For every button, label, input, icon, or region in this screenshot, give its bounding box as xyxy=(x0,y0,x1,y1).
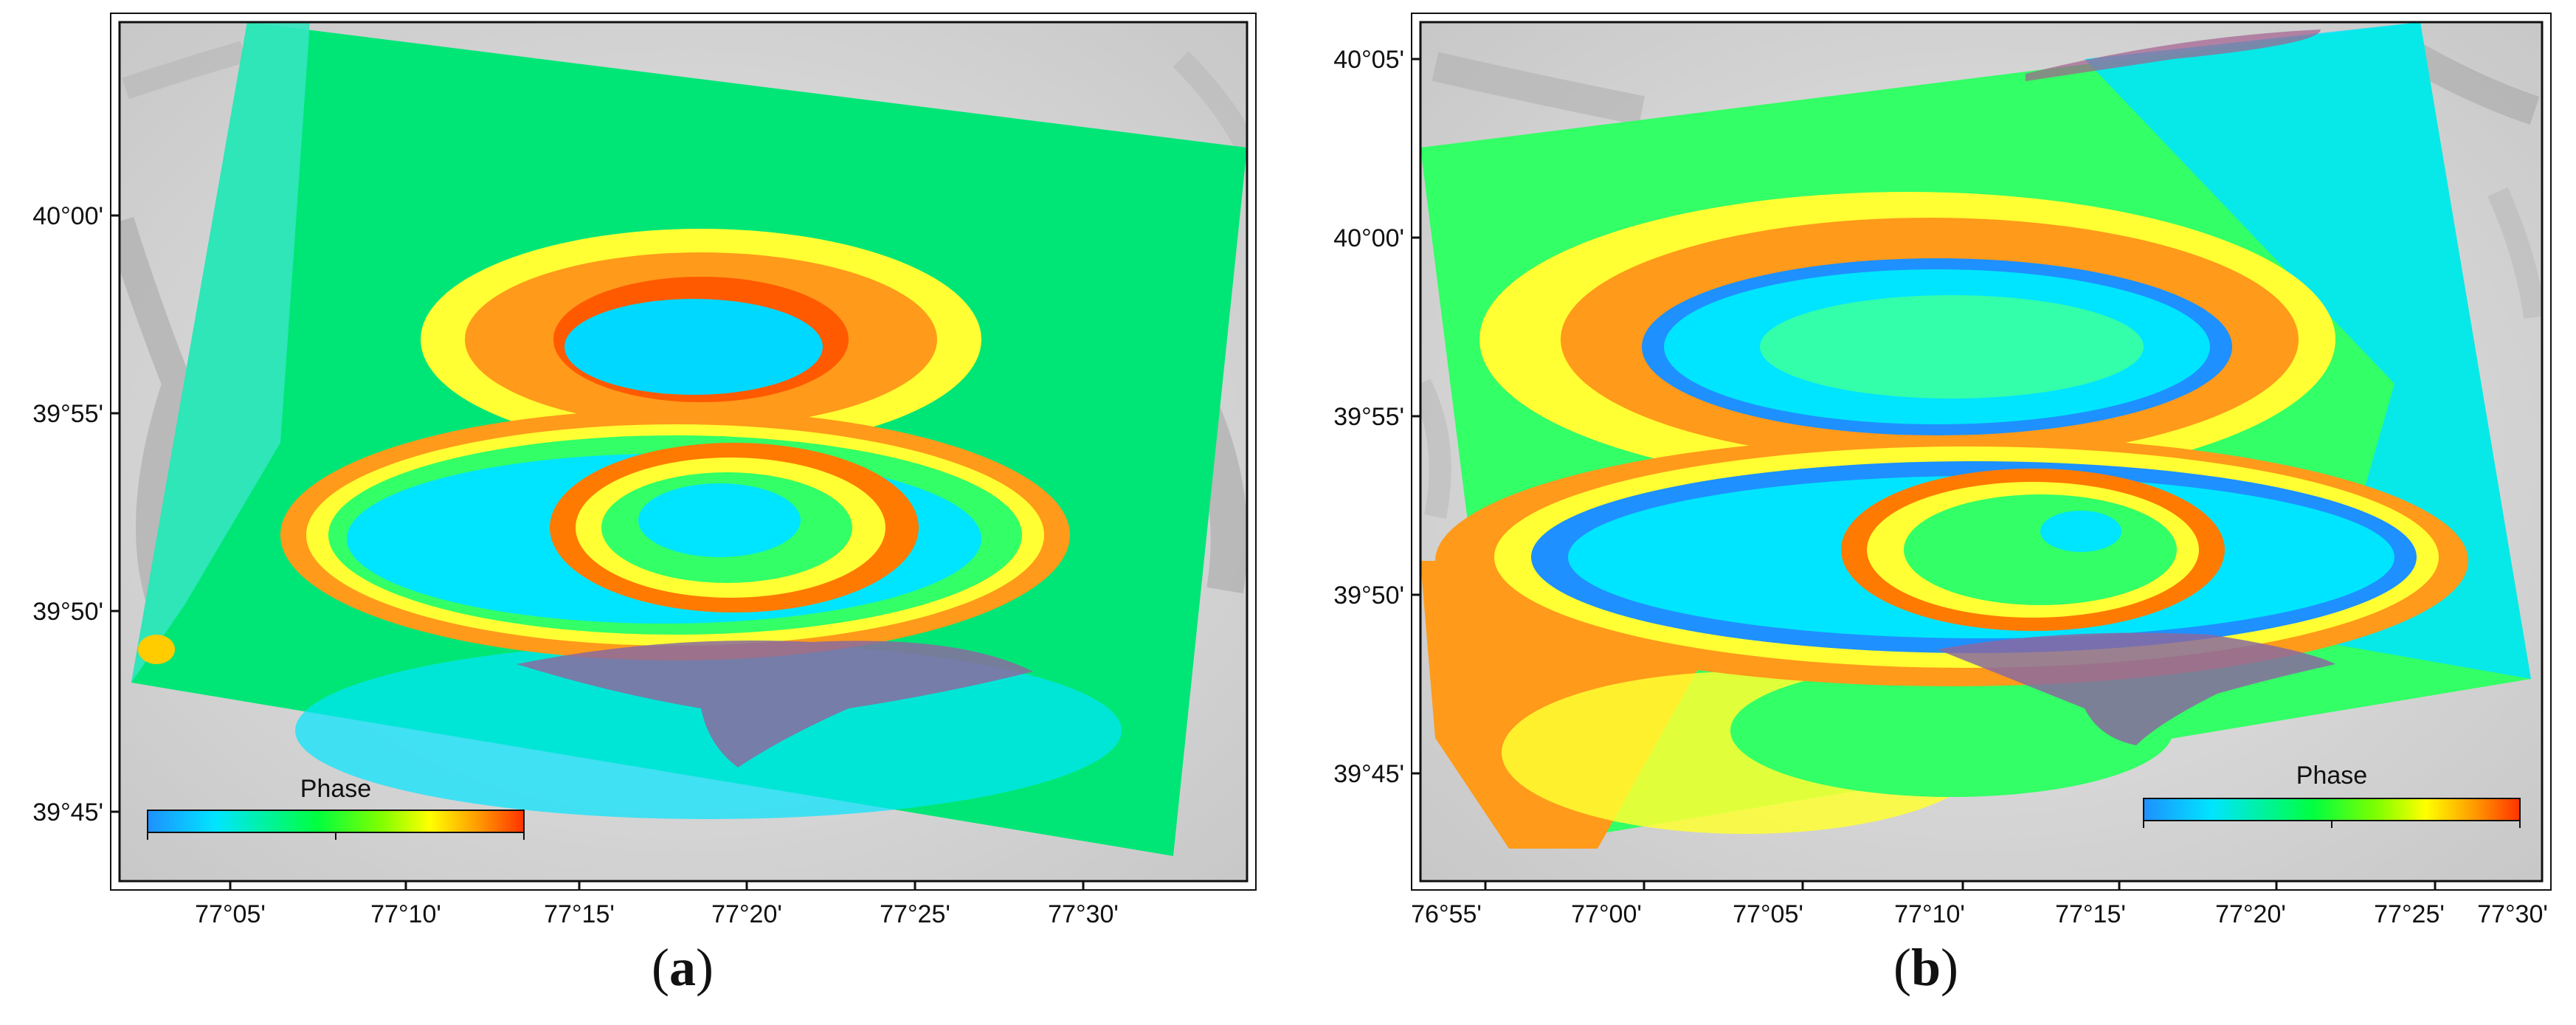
panel-caption-a: (a) xyxy=(652,938,714,997)
x-tick-label: 77°00' xyxy=(1571,900,1642,928)
map-frame xyxy=(1419,21,2544,883)
x-axis-a: 77°05' 77°10' 77°15' 77°20' 77°25' 77°30… xyxy=(195,881,1119,928)
decorrelated-zone xyxy=(1937,632,2335,745)
x-tick-label: 77°05' xyxy=(195,900,266,928)
decorrelated-strip-north xyxy=(2026,30,2321,81)
y-tick-label: 39°55' xyxy=(32,400,103,428)
upper-lobe-core-green xyxy=(1760,295,2144,398)
phase-legend-a: Phase xyxy=(147,775,525,840)
decorrelated-zone xyxy=(517,641,1033,767)
x-tick-label: 76°55' xyxy=(1411,900,1482,928)
x-tick-label: 77°25' xyxy=(880,900,950,928)
x-tick-label: 77°15' xyxy=(2055,900,2126,928)
y-tick-label: 39°45' xyxy=(1333,760,1404,788)
legend-title: Phase xyxy=(2296,762,2367,790)
panel-letter: b xyxy=(1910,938,1941,997)
panel-letter: a xyxy=(669,938,696,997)
inner-ring-core xyxy=(2040,511,2121,552)
x-tick-label: 77°10' xyxy=(370,900,441,928)
y-tick-label: 40°05' xyxy=(1333,46,1404,74)
map-frame xyxy=(118,21,1249,883)
x-tick-label: 77°15' xyxy=(544,900,615,928)
upper-lobe-core xyxy=(564,299,823,395)
phase-region-cyan xyxy=(131,22,310,683)
y-tick-label: 39°50' xyxy=(1333,581,1404,610)
map-a: 40°00' 39°55' 39°50' 39°45' 77°05' 77°10… xyxy=(32,13,1257,928)
inner-ring-green xyxy=(1904,494,2177,605)
x-tick-label: 77°25' xyxy=(2374,900,2445,928)
y-axis-b: 40°05' 40°00' 39°55' 39°50' 39°45' xyxy=(1333,46,1420,788)
phase-colorbar xyxy=(147,810,525,833)
x-axis-b: 76°55' 77°00' 77°05' 77°10' 77°15' 77°20… xyxy=(1411,881,2548,928)
x-tick-label: 77°20' xyxy=(2215,900,2286,928)
y-tick-label: 39°55' xyxy=(1333,403,1404,431)
x-tick-label: 77°20' xyxy=(711,900,782,928)
panel-b: 40°05' 40°00' 39°55' 39°50' 39°45' 76°55… xyxy=(1288,0,2576,1025)
phase-colorbar xyxy=(2143,798,2521,821)
panel-caption-b: (b) xyxy=(1893,938,1958,997)
edge-patch-orange xyxy=(138,635,175,664)
y-axis-a: 40°00' 39°55' 39°50' 39°45' xyxy=(32,202,120,826)
phase-legend-b: Phase xyxy=(2143,762,2521,828)
y-tick-label: 40°00' xyxy=(1333,224,1404,252)
map-b: 40°05' 40°00' 39°55' 39°50' 39°45' 76°55… xyxy=(1333,13,2552,928)
x-tick-label: 77°30' xyxy=(1048,900,1119,928)
x-tick-label: 77°05' xyxy=(1733,900,1803,928)
y-tick-label: 39°45' xyxy=(32,798,103,826)
x-tick-label: 77°10' xyxy=(1894,900,1965,928)
y-tick-label: 39°50' xyxy=(32,598,103,626)
x-tick-label: 77°30' xyxy=(2477,900,2548,928)
legend-title: Phase xyxy=(300,775,371,803)
inner-ring-core xyxy=(638,483,801,557)
panel-a: 40°00' 39°55' 39°50' 39°45' 77°05' 77°10… xyxy=(0,0,1284,1025)
y-tick-label: 40°00' xyxy=(32,202,103,230)
